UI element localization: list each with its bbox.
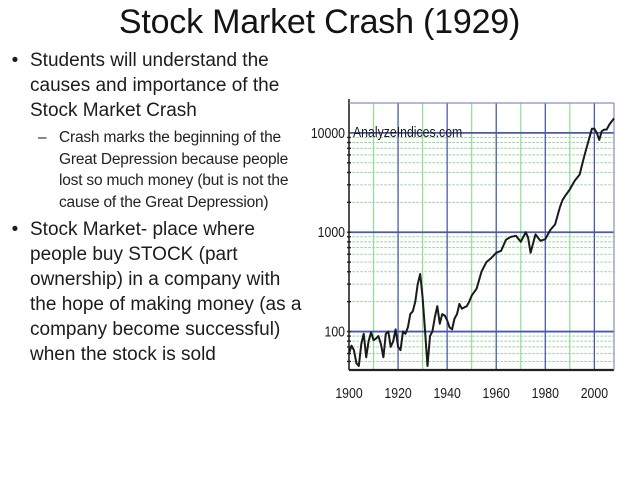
bullet-item-stock-market-definition: • Stock Market- place where people buy S… bbox=[8, 217, 308, 367]
y-tick-label: 1000 bbox=[318, 224, 346, 240]
bullet-dot-icon: • bbox=[11, 219, 19, 240]
bullet-text: Students will understand the causes and … bbox=[30, 50, 280, 121]
x-tick-label: 1920 bbox=[384, 385, 412, 401]
bullet-item-objective: • Students will understand the causes an… bbox=[8, 48, 308, 123]
dow-jones-log-chart: 100 1000 10000 1900 1920 1940 1960 1980 2000 Anal… bbox=[298, 95, 628, 415]
y-tick-label: 100 bbox=[324, 323, 345, 339]
x-tick-label: 1980 bbox=[532, 385, 560, 401]
chart-canvas: 100 1000 10000 1900 1920 1940 1960 1980 2000 Anal… bbox=[311, 99, 615, 402]
dow-jones-line bbox=[348, 117, 615, 367]
dash-marker-icon: – bbox=[38, 129, 47, 146]
bullet-dot-icon: • bbox=[11, 50, 19, 71]
bullet-list: • Students will understand the causes an… bbox=[8, 48, 308, 367]
minor-gridlines bbox=[349, 103, 614, 370]
slide-title: Stock Market Crash (1929) bbox=[118, 3, 521, 41]
sub-bullet-item-great-depression: – Crash marks the beginning of the Great… bbox=[8, 127, 308, 213]
major-gridlines bbox=[349, 103, 614, 370]
x-tick-label: 2000 bbox=[581, 385, 609, 401]
x-tick-label: 1900 bbox=[335, 385, 363, 401]
x-tick-label: 1940 bbox=[433, 385, 461, 401]
x-tick-label: 1960 bbox=[483, 385, 511, 401]
watermark-label: AnalyzeIndices.com bbox=[353, 124, 462, 140]
tick-labels: 100 1000 10000 1900 1920 1940 1960 1980 2000 bbox=[311, 125, 609, 402]
sub-bullet-text: Crash marks the beginning of the Great D… bbox=[59, 129, 289, 211]
bullet-text: Stock Market- place where people buy STO… bbox=[30, 219, 302, 365]
y-tick-label: 10000 bbox=[311, 125, 346, 141]
